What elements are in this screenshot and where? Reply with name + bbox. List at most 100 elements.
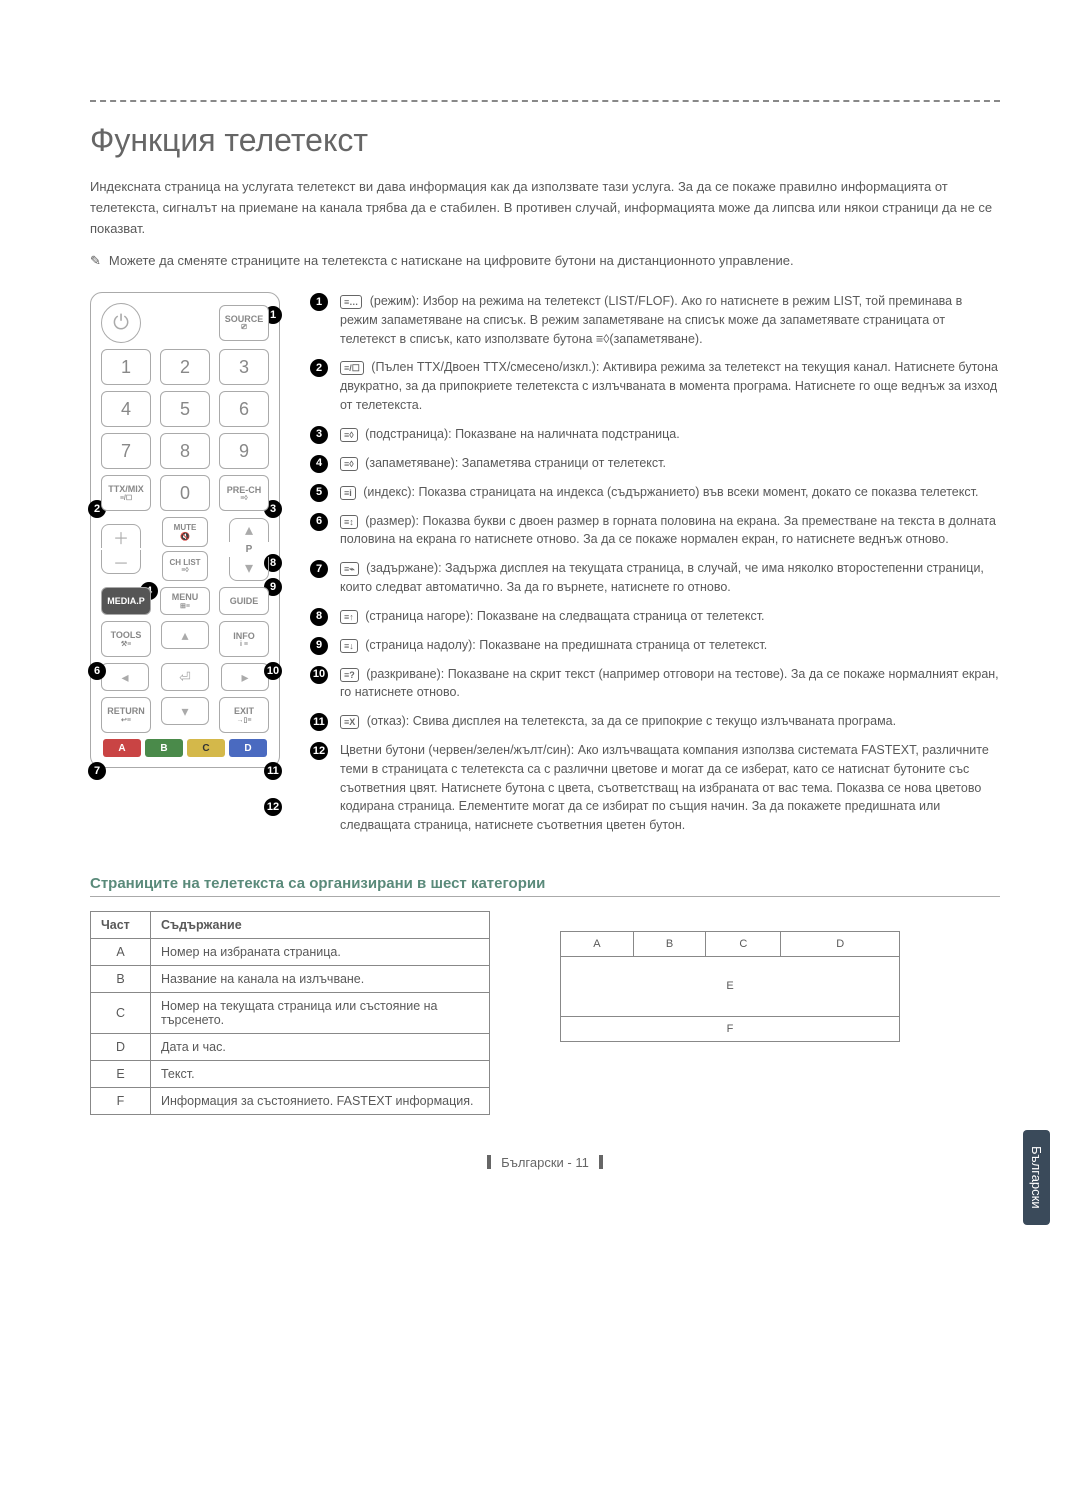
description-item: 4 ≡◊ (запаметяване): Запаметява страници … bbox=[310, 454, 1000, 473]
description-text: ≡/☐ (Пълен TTX/Двоен TTX/смесено/изкл.):… bbox=[340, 358, 1000, 414]
teletext-button-icon: ≡⌁ bbox=[340, 562, 359, 576]
teletext-button-icon: ≡↑ bbox=[340, 610, 358, 624]
dpad-left: ◂ bbox=[101, 663, 149, 691]
description-badge: 9 bbox=[310, 637, 328, 655]
layout-cell-e: E bbox=[561, 956, 900, 1016]
description-text: ≡? (разкриване): Показване на скрит текс… bbox=[340, 665, 1000, 703]
ttx-button: TTX/MIX ≡/☐ bbox=[101, 475, 151, 511]
num-1: 1 bbox=[101, 349, 151, 385]
color-b-button: B bbox=[145, 739, 183, 757]
table-row: BНазвание на канала на излъчване. bbox=[91, 965, 490, 992]
table-row: AНомер на избраната страница. bbox=[91, 938, 490, 965]
note-text: Можете да сменяте страниците на телетекс… bbox=[109, 251, 794, 272]
description-text: ≡◊ (запаметяване): Запаметява страници о… bbox=[340, 454, 666, 473]
power-button: ⏻ bbox=[101, 303, 141, 343]
table-row: CНомер на текущата страница или състояни… bbox=[91, 992, 490, 1033]
description-text: ≡⌁ (задържане): Задържа дисплея на текущ… bbox=[340, 559, 1000, 597]
categories-table: Част Съдържание AНомер на избраната стра… bbox=[90, 911, 490, 1115]
intro-paragraph: Индексната страница на услугата телетекс… bbox=[90, 177, 1000, 239]
dpad-right: ▸ bbox=[221, 663, 269, 691]
num-4: 4 bbox=[101, 391, 151, 427]
description-item: 1 ≡… (режим): Избор на режима на телетекс… bbox=[310, 292, 1000, 348]
layout-cell-f: F bbox=[561, 1016, 900, 1041]
num-2: 2 bbox=[160, 349, 210, 385]
tools-button: TOOLS⚒≡ bbox=[101, 621, 151, 657]
teletext-button-icon: ≡↕ bbox=[340, 515, 358, 529]
description-item: 2 ≡/☐ (Пълен TTX/Двоен TTX/смесено/изкл.)… bbox=[310, 358, 1000, 414]
description-item: 12 Цветни бутони (червен/зелен/жълт/син)… bbox=[310, 741, 1000, 835]
remote-diagram: 1 2 3 4 5 6 7 8 9 10 11 12 ⏻ SOURCE ⎚ 1 … bbox=[90, 292, 280, 845]
description-text: ≡↓ (страница надолу): Показване на преди… bbox=[340, 636, 767, 655]
description-badge: 4 bbox=[310, 455, 328, 473]
menu-button: MENU⊞≡ bbox=[160, 587, 210, 615]
teletext-button-icon: ≡◊ bbox=[340, 457, 358, 471]
description-text: ≡i (индекс): Показва страницата на индек… bbox=[340, 483, 978, 502]
description-item: 3 ≡◊ (подстраница): Показване на наличнат… bbox=[310, 425, 1000, 444]
table-row: EТекст. bbox=[91, 1060, 490, 1087]
description-badge: 3 bbox=[310, 426, 328, 444]
color-a-button: A bbox=[103, 739, 141, 757]
callout-badge-11: 11 bbox=[264, 762, 282, 780]
description-badge: 1 bbox=[310, 293, 328, 311]
num-3: 3 bbox=[219, 349, 269, 385]
description-item: 8≡↑ (страница нагоре): Показване на след… bbox=[310, 607, 1000, 626]
description-text: ≡◊ (подстраница): Показване на наличната… bbox=[340, 425, 680, 444]
description-item: 10 ≡? (разкриване): Показване на скрит те… bbox=[310, 665, 1000, 703]
teletext-button-icon: ≡… bbox=[340, 295, 362, 309]
teletext-button-icon: ≡/☐ bbox=[340, 361, 364, 375]
description-badge: 10 bbox=[310, 666, 328, 684]
guide-button: GUIDE bbox=[219, 587, 269, 615]
num-7: 7 bbox=[101, 433, 151, 469]
th-part: Част bbox=[91, 911, 151, 938]
prech-button: PRE-CH ≡◊ bbox=[219, 475, 269, 511]
description-item: 6≡↕ (размер): Показва букви с двоен разм… bbox=[310, 512, 1000, 550]
dpad-enter: ⏎ bbox=[161, 663, 209, 691]
layout-cell-b: B bbox=[633, 931, 706, 956]
color-d-button: D bbox=[229, 739, 267, 757]
layout-cell-c: C bbox=[706, 931, 781, 956]
num-5: 5 bbox=[160, 391, 210, 427]
teletext-button-icon: ≡◊ bbox=[340, 428, 358, 442]
ch-up: ▴ bbox=[229, 518, 269, 542]
teletext-button-icon: ≡X bbox=[340, 715, 359, 729]
exit-button: EXIT→▯≡ bbox=[219, 697, 269, 733]
dpad-down: ▾ bbox=[161, 697, 209, 725]
description-text: ≡X (отказ): Свива дисплея на телетекста,… bbox=[340, 712, 896, 731]
note-icon: ✎ bbox=[90, 251, 101, 272]
media-button: MEDIA.P bbox=[101, 587, 151, 615]
description-badge: 5 bbox=[310, 484, 328, 502]
language-side-tab: Български bbox=[1023, 1130, 1050, 1225]
callout-badge-7: 7 bbox=[88, 762, 106, 780]
description-text: ≡↑ (страница нагоре): Показване на следв… bbox=[340, 607, 765, 626]
mute-button: MUTE🔇 bbox=[162, 517, 208, 547]
th-content: Съдържание bbox=[151, 911, 490, 938]
description-badge: 12 bbox=[310, 742, 328, 760]
description-text: Цветни бутони (червен/зелен/жълт/син): А… bbox=[340, 741, 1000, 835]
button-descriptions: 1 ≡… (режим): Избор на режима на телетекс… bbox=[310, 292, 1000, 845]
ch-down: ▾ bbox=[229, 557, 269, 581]
teletext-button-icon: ≡? bbox=[340, 668, 359, 682]
description-badge: 2 bbox=[310, 359, 328, 377]
num-0: 0 bbox=[160, 475, 210, 511]
teletext-button-icon: ≡↓ bbox=[340, 639, 358, 653]
description-item: 7 ≡⌁ (задържане): Задържа дисплея на теку… bbox=[310, 559, 1000, 597]
page-footer: Български - 11 bbox=[90, 1155, 1000, 1170]
num-8: 8 bbox=[160, 433, 210, 469]
description-badge: 6 bbox=[310, 513, 328, 531]
categories-heading: Страниците на телетекста са организирани… bbox=[90, 875, 1000, 897]
separator-line bbox=[90, 100, 1000, 102]
layout-cell-d: D bbox=[781, 931, 900, 956]
description-badge: 11 bbox=[310, 713, 328, 731]
description-badge: 7 bbox=[310, 560, 328, 578]
num-6: 6 bbox=[219, 391, 269, 427]
color-c-button: C bbox=[187, 739, 225, 757]
description-item: 5 ≡i (индекс): Показва страницата на инде… bbox=[310, 483, 1000, 502]
description-item: 11 ≡X (отказ): Свива дисплея на телетекст… bbox=[310, 712, 1000, 731]
return-button: RETURN↩≡ bbox=[101, 697, 151, 733]
chlist-button: CH LIST≡◊ bbox=[162, 551, 208, 581]
vol-up: ＋ bbox=[101, 524, 141, 548]
note-line: ✎ Можете да сменяте страниците на телете… bbox=[90, 251, 1000, 272]
source-button: SOURCE ⎚ bbox=[219, 305, 269, 341]
page-title: Функция телетекст bbox=[90, 122, 1000, 159]
description-text: ≡… (режим): Избор на режима на телетекст… bbox=[340, 292, 1000, 348]
